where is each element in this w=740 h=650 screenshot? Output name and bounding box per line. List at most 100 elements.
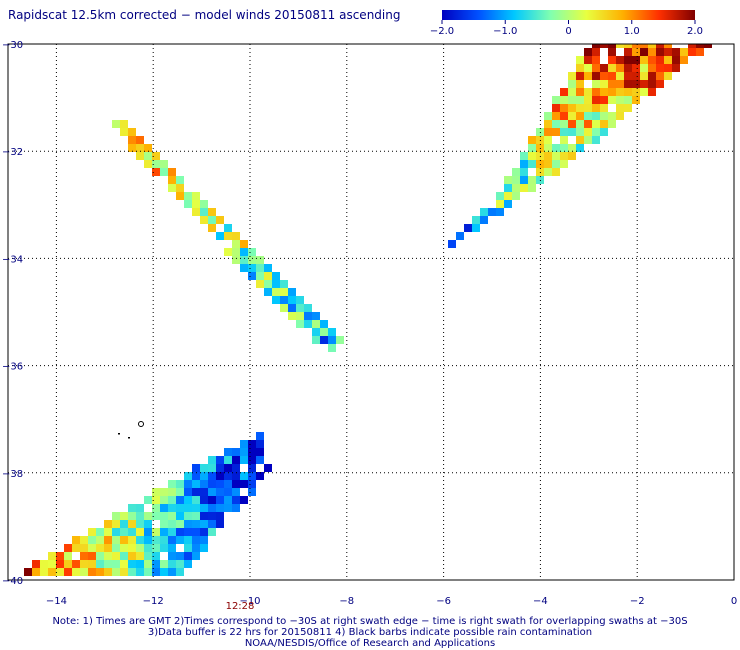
wind-cell (320, 320, 328, 328)
wind-cell (584, 48, 592, 56)
wind-cell (184, 488, 192, 496)
wind-cell (576, 72, 584, 80)
wind-cell (576, 104, 584, 112)
wind-cell (224, 248, 232, 256)
wind-cell (528, 176, 536, 184)
wind-cell (232, 480, 240, 488)
wind-cell (232, 240, 240, 248)
wind-cell (216, 456, 224, 464)
wind-cell (584, 96, 592, 104)
wind-cell (584, 72, 592, 80)
wind-cell (544, 128, 552, 136)
wind-cell (80, 568, 88, 576)
wind-cell (144, 528, 152, 536)
wind-cell (32, 560, 40, 568)
wind-cell (544, 160, 552, 168)
wind-cell (328, 328, 336, 336)
wind-cell (560, 96, 568, 104)
wind-cell (608, 120, 616, 128)
wind-cell (184, 480, 192, 488)
wind-cell (112, 120, 120, 128)
wind-cell (104, 536, 112, 544)
wind-cell (152, 528, 160, 536)
wind-cell (200, 496, 208, 504)
wind-cell (136, 512, 144, 520)
wind-cell (552, 144, 560, 152)
wind-cell (72, 568, 80, 576)
wind-cell (136, 520, 144, 528)
wind-cell (216, 480, 224, 488)
wind-cell (592, 72, 600, 80)
wind-cell (176, 536, 184, 544)
wind-cell (240, 248, 248, 256)
wind-cell (168, 552, 176, 560)
wind-cell (672, 56, 680, 64)
wind-cell (192, 464, 200, 472)
wind-cell (136, 560, 144, 568)
wind-cell (312, 336, 320, 344)
wind-cell (112, 544, 120, 552)
wind-cell (464, 224, 472, 232)
wind-cell (144, 568, 152, 576)
wind-cell (248, 472, 256, 480)
wind-cell (304, 304, 312, 312)
wind-cell (648, 48, 656, 56)
wind-cell (184, 528, 192, 536)
wind-cell (160, 520, 168, 528)
wind-cell (496, 208, 504, 216)
longitude-tick-label: −14 (46, 596, 67, 607)
wind-cell (32, 568, 40, 576)
wind-cell (80, 552, 88, 560)
wind-cell (192, 496, 200, 504)
wind-cell (616, 44, 624, 48)
wind-cell (576, 112, 584, 120)
wind-cell (576, 120, 584, 128)
wind-cell (64, 552, 72, 560)
wind-cell (128, 560, 136, 568)
wind-cell (176, 176, 184, 184)
wind-cell (568, 88, 576, 96)
wind-cell (208, 488, 216, 496)
wind-cell (304, 320, 312, 328)
wind-cell (568, 112, 576, 120)
wind-cell (648, 88, 656, 96)
wind-cell (528, 184, 536, 192)
wind-cell (600, 88, 608, 96)
wind-cell (512, 176, 520, 184)
wind-cell (328, 344, 336, 352)
wind-cell (520, 152, 528, 160)
coastline-islands (118, 421, 144, 439)
wind-cell (656, 64, 664, 72)
wind-cell (144, 160, 152, 168)
wind-cell (240, 472, 248, 480)
wind-cell (632, 48, 640, 56)
wind-cell (72, 536, 80, 544)
swath-time-label: 12:28 (226, 601, 255, 612)
wind-cell (176, 528, 184, 536)
wind-cell (208, 208, 216, 216)
wind-cell (296, 312, 304, 320)
wind-cell (568, 144, 576, 152)
wind-cell (120, 528, 128, 536)
wind-cell (240, 480, 248, 488)
wind-cell (216, 232, 224, 240)
wind-cell (632, 88, 640, 96)
wind-cell (552, 120, 560, 128)
wind-cell (96, 568, 104, 576)
wind-cell (248, 480, 256, 488)
wind-cell (616, 88, 624, 96)
wind-cell (264, 464, 272, 472)
wind-cell (144, 496, 152, 504)
wind-cell (232, 248, 240, 256)
wind-cell (216, 504, 224, 512)
wind-cell (480, 216, 488, 224)
wind-cell (208, 496, 216, 504)
wind-cell (280, 296, 288, 304)
wind-cell (184, 560, 192, 568)
wind-cell (184, 472, 192, 480)
wind-cell (168, 504, 176, 512)
wind-cell (168, 496, 176, 504)
wind-cell (592, 96, 600, 104)
wind-cell (120, 128, 128, 136)
wind-cell (592, 44, 600, 48)
